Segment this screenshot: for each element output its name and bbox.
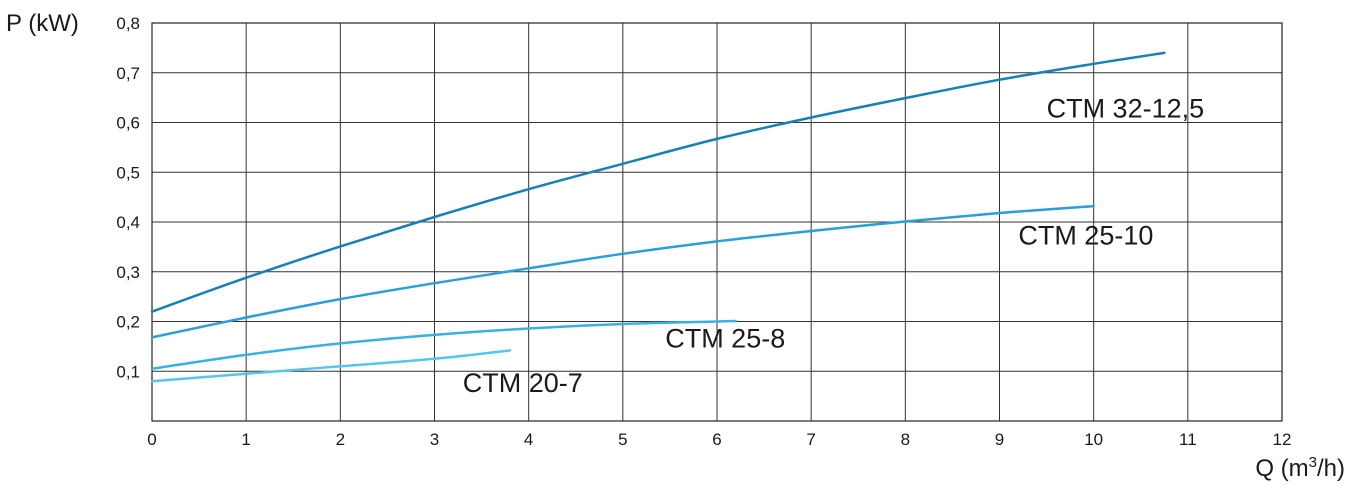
y-tick-label: 0,1	[116, 362, 140, 381]
y-tick-label: 0,7	[116, 64, 140, 83]
series-label: CTM 25-10	[1018, 220, 1153, 250]
x-axis-label-base: Q (m	[1255, 455, 1309, 482]
plot-frame	[151, 22, 1283, 422]
x-axis-label: Q (m3/h)	[1255, 455, 1345, 481]
x-tick-label: 1	[241, 430, 250, 449]
y-tick-label: 0,3	[116, 263, 140, 282]
x-tick-label: 6	[712, 430, 721, 449]
x-tick-label: 12	[1273, 430, 1292, 449]
series-label: CTM 20-7	[463, 368, 583, 398]
x-tick-label: 7	[806, 430, 815, 449]
x-tick-label: 8	[901, 430, 910, 449]
series-line	[150, 51, 1166, 313]
series-line	[150, 204, 1095, 339]
series-label: CTM 32-12,5	[1047, 94, 1205, 124]
x-tick-label: 10	[1084, 430, 1103, 449]
series-line	[150, 349, 512, 383]
x-tick-label: 11	[1179, 430, 1197, 449]
x-axis-label-unit: /h)	[1316, 455, 1345, 482]
y-tick-labels: 0,1 0,2 0,3 0,4 0,5 0,6 0,7 0,8	[116, 14, 140, 381]
x-tick-label: 3	[430, 430, 439, 449]
x-tick-label: 2	[336, 430, 345, 449]
y-tick-label: 0,5	[116, 163, 140, 182]
curve-labels: CTM 32-12,5 CTM 25-10 CTM 25-8 CTM 20-7	[463, 94, 1204, 399]
x-tick-label: 0	[147, 430, 156, 449]
x-axis-label-superscript: 3	[1308, 454, 1317, 471]
y-tick-label: 0,4	[116, 213, 140, 232]
series-label: CTM 25-8	[665, 323, 785, 353]
y-tick-label: 0,6	[116, 114, 140, 133]
x-tick-label: 5	[618, 430, 627, 449]
x-tick-labels: 0 1 2 3 4 5 6 7 8 9 10 11 12	[147, 430, 1291, 449]
x-tick-label: 4	[524, 430, 533, 449]
y-tick-label: 0,8	[116, 14, 140, 33]
y-tick-label: 0,2	[116, 313, 140, 332]
x-tick-label: 9	[995, 430, 1004, 449]
series-line	[150, 319, 738, 371]
curves	[150, 51, 1166, 383]
y-axis-label: P (kW)	[6, 10, 79, 37]
